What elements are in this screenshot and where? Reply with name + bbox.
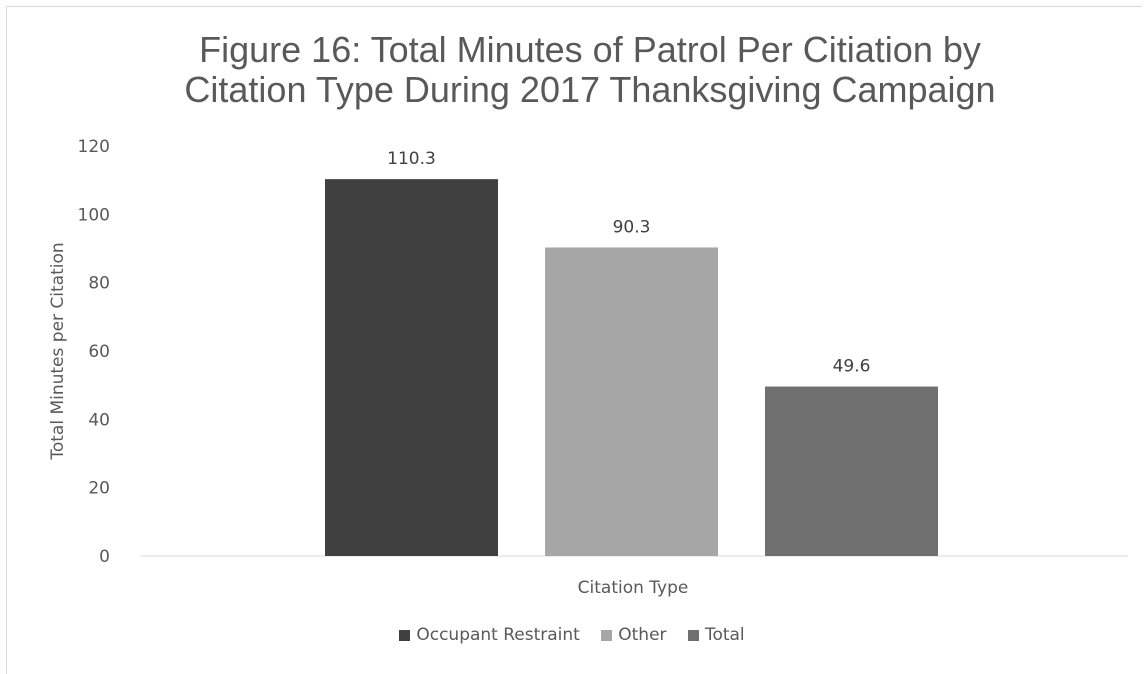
legend-label-occupant-restraint: Occupant Restraint: [416, 625, 580, 645]
legend-label-other: Other: [618, 625, 667, 645]
y-tick-label: 80: [88, 274, 110, 294]
bar-occupant-restraint: [325, 179, 498, 556]
y-tick-label: 60: [88, 342, 110, 362]
bar-value-label: 49.6: [833, 357, 871, 377]
legend-item-other: Other: [601, 625, 667, 645]
legend-item-occupant-restraint: Occupant Restraint: [399, 625, 580, 645]
y-axis-label: Total Minutes per Citation: [48, 242, 68, 460]
legend: Occupant Restraint Other Total: [0, 625, 1144, 646]
chart-title-line-1: Figure 16: Total Minutes of Patrol Per C…: [199, 29, 981, 70]
legend-swatch-occupant-restraint: [399, 629, 411, 641]
bar-other: [545, 247, 718, 556]
y-tick-label: 20: [88, 479, 110, 499]
chart-frame: [6, 6, 1142, 674]
y-tick-labels: 0 20 40 60 80 100 120: [78, 137, 110, 567]
bar-value-label: 90.3: [613, 217, 651, 237]
bar-total: [765, 386, 938, 556]
bars: [325, 179, 938, 556]
y-tick-label: 120: [78, 137, 110, 157]
y-tick-label: 0: [99, 547, 110, 567]
y-tick-label: 40: [88, 410, 110, 430]
y-tick-label: 100: [78, 205, 110, 225]
legend-swatch-total: [687, 629, 699, 641]
bar-value-labels: 110.3 90.3 49.6: [387, 149, 870, 376]
x-axis-label: Citation Type: [578, 578, 689, 598]
legend-item-total: Total: [687, 625, 745, 645]
chart-title: Figure 16: Total Minutes of Patrol Per C…: [100, 30, 1080, 110]
legend-swatch-other: [601, 629, 613, 641]
bar-value-label: 110.3: [387, 149, 436, 169]
chart-title-line-2: Citation Type During 2017 Thanksgiving C…: [184, 69, 996, 110]
legend-label-total: Total: [704, 625, 745, 645]
